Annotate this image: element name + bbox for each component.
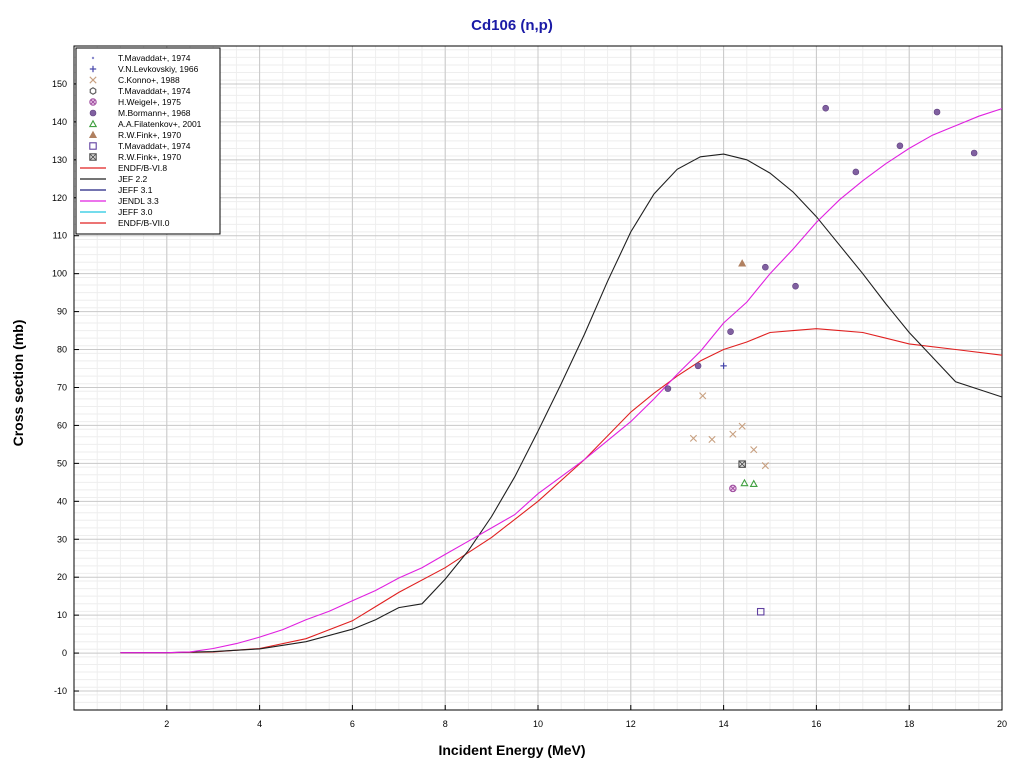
data-point — [694, 362, 702, 370]
legend-marker — [91, 56, 95, 60]
legend-label: T.Mavaddat+, 1974 — [118, 141, 191, 151]
legend-marker — [89, 87, 97, 95]
legend-label: ENDF/B-VI.8 — [118, 163, 167, 173]
y-tick-label: 10 — [57, 610, 67, 620]
data-point — [792, 282, 799, 290]
chart-title: Cd106 (n,p) — [471, 17, 553, 34]
legend-marker — [88, 119, 98, 128]
y-tick-label: 150 — [52, 79, 67, 89]
y-tick-label: 80 — [57, 345, 67, 355]
x-tick-label: 12 — [626, 719, 636, 729]
legend-label: JEF 2.2 — [118, 174, 148, 184]
x-tick-label: 4 — [257, 719, 262, 729]
y-tick-label: 120 — [52, 193, 67, 203]
data-point — [762, 263, 769, 271]
x-tick-label: 8 — [443, 719, 448, 729]
data-point — [720, 362, 727, 370]
legend-label: T.Mavaddat+, 1974 — [118, 53, 191, 63]
y-axis-label: Cross section (mb) — [10, 320, 26, 447]
y-tick-label: 110 — [53, 231, 67, 241]
legend-marker — [89, 153, 97, 161]
data-point — [689, 434, 698, 442]
data-point — [896, 142, 904, 150]
legend-label: M.Bormann+, 1968 — [118, 108, 191, 118]
legend-marker — [89, 109, 97, 117]
x-tick-label: 14 — [719, 719, 729, 729]
legend-label: JEFF 3.0 — [118, 207, 153, 217]
legend-marker — [89, 142, 97, 150]
y-tick-label: 70 — [57, 382, 67, 392]
y-tick-label: 140 — [52, 117, 67, 127]
x-axis-ticks: 2 4 6 8 10 12 14 16 18 20 — [164, 705, 1007, 729]
data-point — [933, 108, 941, 116]
legend-label: H.Weigel+, 1975 — [118, 97, 181, 107]
data-point — [822, 104, 829, 112]
data-point — [740, 478, 749, 487]
y-tick-label: 50 — [57, 458, 67, 468]
data-point — [750, 446, 758, 454]
series-line-11 — [120, 153, 1003, 654]
y-tick-label: 30 — [57, 534, 67, 544]
data-point — [738, 460, 746, 468]
legend-marker — [89, 98, 97, 106]
legend-label: JEFF 3.1 — [118, 185, 153, 195]
legend-label: A.A.Filatenkov+, 2001 — [118, 119, 202, 129]
y-tick-label: 0 — [62, 648, 67, 658]
series-line-13 — [120, 108, 1003, 654]
data-point — [729, 484, 737, 493]
y-tick-label: 40 — [57, 496, 67, 506]
grid — [74, 46, 1003, 710]
y-tick-label: 20 — [57, 572, 67, 582]
data-point — [708, 435, 716, 444]
evaluation-curves — [120, 108, 1003, 654]
data-point — [729, 430, 737, 438]
data-point — [699, 392, 707, 400]
y-tick-label: 60 — [57, 420, 67, 430]
legend-label: JENDL 3.3 — [118, 196, 159, 206]
legend-marker — [89, 65, 97, 73]
x-tick-label: 18 — [904, 719, 914, 729]
y-axis-ticks: -10 0 10 20 30 40 50 60 70 80 90 100 110 120 130 140 150 — [52, 79, 79, 696]
data-point — [756, 607, 765, 616]
legend-label: V.N.Levkovskiy, 1966 — [118, 64, 199, 74]
experimental-points — [664, 104, 978, 616]
x-tick-label: 6 — [350, 719, 355, 729]
legend-marker — [89, 76, 97, 84]
x-tick-label: 20 — [997, 719, 1007, 729]
series-line-10 — [120, 328, 1003, 654]
data-point — [664, 385, 672, 392]
legend-label: ENDF/B-VII.0 — [118, 218, 170, 228]
x-tick-label: 16 — [811, 719, 821, 729]
data-point — [727, 328, 734, 336]
data-point — [970, 149, 978, 157]
y-tick-label: 130 — [52, 155, 67, 165]
data-point — [738, 422, 746, 430]
legend-box — [75, 47, 221, 235]
data-point — [761, 462, 769, 470]
legend-label: T.Mavaddat+, 1974 — [118, 86, 191, 96]
data-point — [852, 168, 860, 176]
legend-marker — [88, 130, 98, 139]
y-tick-label: 90 — [57, 307, 67, 317]
x-tick-label: 2 — [164, 719, 169, 729]
y-tick-label: 100 — [52, 269, 67, 279]
x-axis-label: Incident Energy (MeV) — [438, 742, 585, 758]
legend-label: C.Konno+, 1988 — [118, 75, 180, 85]
legend-label: R.W.Fink+, 1970 — [118, 130, 181, 140]
x-tick-label: 10 — [533, 719, 543, 729]
data-point — [749, 479, 758, 487]
legend-label: R.W.Fink+, 1970 — [118, 152, 181, 162]
y-tick-label: -10 — [54, 686, 67, 696]
data-point — [738, 259, 747, 267]
